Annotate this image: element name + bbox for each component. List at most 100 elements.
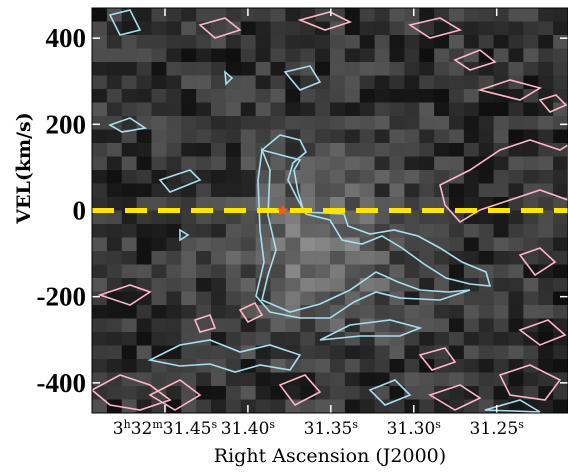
pixel bbox=[493, 8, 509, 22]
pixel bbox=[285, 386, 301, 400]
pixel bbox=[196, 170, 212, 184]
pixel bbox=[240, 170, 256, 184]
pixel bbox=[196, 62, 212, 76]
pixel bbox=[181, 318, 197, 333]
pixel bbox=[106, 183, 123, 198]
pixel bbox=[538, 264, 554, 279]
pixel bbox=[330, 399, 346, 414]
pixel bbox=[344, 183, 361, 198]
pixel bbox=[240, 116, 256, 130]
pixel bbox=[493, 35, 509, 49]
pixel bbox=[344, 210, 361, 225]
pixel bbox=[300, 264, 316, 279]
pixel bbox=[315, 35, 331, 49]
pixel bbox=[211, 237, 227, 252]
pixel bbox=[463, 291, 480, 306]
pixel bbox=[181, 116, 197, 130]
pixel bbox=[478, 116, 494, 130]
pixel bbox=[508, 156, 524, 171]
pixel bbox=[553, 75, 568, 90]
pixel bbox=[344, 48, 361, 63]
pixel bbox=[330, 372, 346, 387]
pixel bbox=[508, 62, 524, 76]
pixel bbox=[508, 291, 524, 306]
pixel bbox=[344, 359, 361, 373]
pixel bbox=[315, 143, 331, 157]
pixel bbox=[121, 237, 137, 252]
pixel bbox=[434, 291, 450, 306]
pixel bbox=[404, 237, 420, 252]
y-tick-label: 400 bbox=[46, 23, 87, 53]
pixel bbox=[300, 399, 316, 414]
pixel bbox=[181, 143, 197, 157]
pixel bbox=[136, 129, 152, 144]
pixel bbox=[181, 224, 197, 238]
pixel bbox=[374, 62, 390, 76]
pixel bbox=[493, 48, 509, 63]
pixel bbox=[300, 251, 316, 265]
pixel bbox=[389, 21, 405, 36]
pixel bbox=[181, 251, 197, 265]
pixel bbox=[493, 102, 509, 117]
pixel bbox=[493, 170, 509, 184]
pixel bbox=[359, 318, 375, 333]
pixel bbox=[374, 156, 390, 171]
pixel bbox=[359, 332, 375, 346]
pixel bbox=[553, 89, 568, 103]
pixel bbox=[553, 251, 568, 265]
pixel bbox=[359, 210, 375, 225]
pixel bbox=[136, 156, 152, 171]
pixel bbox=[225, 210, 242, 225]
pixel bbox=[553, 21, 568, 36]
pixel bbox=[523, 372, 539, 387]
pixel bbox=[106, 318, 123, 333]
pixel bbox=[196, 102, 212, 117]
pixel bbox=[92, 345, 108, 360]
pixel bbox=[523, 210, 539, 225]
pixel bbox=[508, 210, 524, 225]
pixel bbox=[538, 345, 554, 360]
pixel bbox=[344, 386, 361, 400]
pixel bbox=[136, 75, 152, 90]
pixel bbox=[196, 372, 212, 387]
pixel bbox=[508, 170, 524, 184]
pixel bbox=[478, 170, 494, 184]
pixel bbox=[508, 21, 524, 36]
pixel bbox=[419, 197, 435, 211]
pixel bbox=[166, 156, 182, 171]
pixel bbox=[240, 197, 256, 211]
pixel bbox=[463, 89, 480, 103]
pixel bbox=[211, 386, 227, 400]
pixel bbox=[344, 197, 361, 211]
pixel bbox=[359, 102, 375, 117]
pixel bbox=[92, 183, 108, 198]
pixel bbox=[225, 359, 242, 373]
pixel bbox=[270, 183, 286, 198]
pixel bbox=[151, 156, 167, 171]
contours bbox=[90, 9, 568, 413]
pixel bbox=[181, 183, 197, 198]
pixel bbox=[225, 251, 242, 265]
pixel bbox=[166, 291, 182, 306]
pixel bbox=[523, 8, 539, 22]
pixel bbox=[92, 35, 108, 49]
pixel bbox=[449, 345, 465, 360]
pixel bbox=[121, 75, 137, 90]
pixel bbox=[196, 75, 212, 90]
pixel bbox=[344, 35, 361, 49]
pixel bbox=[166, 62, 182, 76]
pixel bbox=[389, 359, 405, 373]
pixel bbox=[106, 237, 123, 252]
pixel bbox=[523, 237, 539, 252]
pixel bbox=[523, 170, 539, 184]
pixel bbox=[225, 291, 242, 306]
pixel bbox=[523, 116, 539, 130]
pixel bbox=[300, 89, 316, 103]
pixel bbox=[211, 372, 227, 387]
pixel bbox=[240, 143, 256, 157]
pixel bbox=[449, 35, 465, 49]
pixel bbox=[508, 129, 524, 144]
pixel bbox=[151, 62, 167, 76]
pixel bbox=[419, 62, 435, 76]
pixel bbox=[315, 197, 331, 211]
